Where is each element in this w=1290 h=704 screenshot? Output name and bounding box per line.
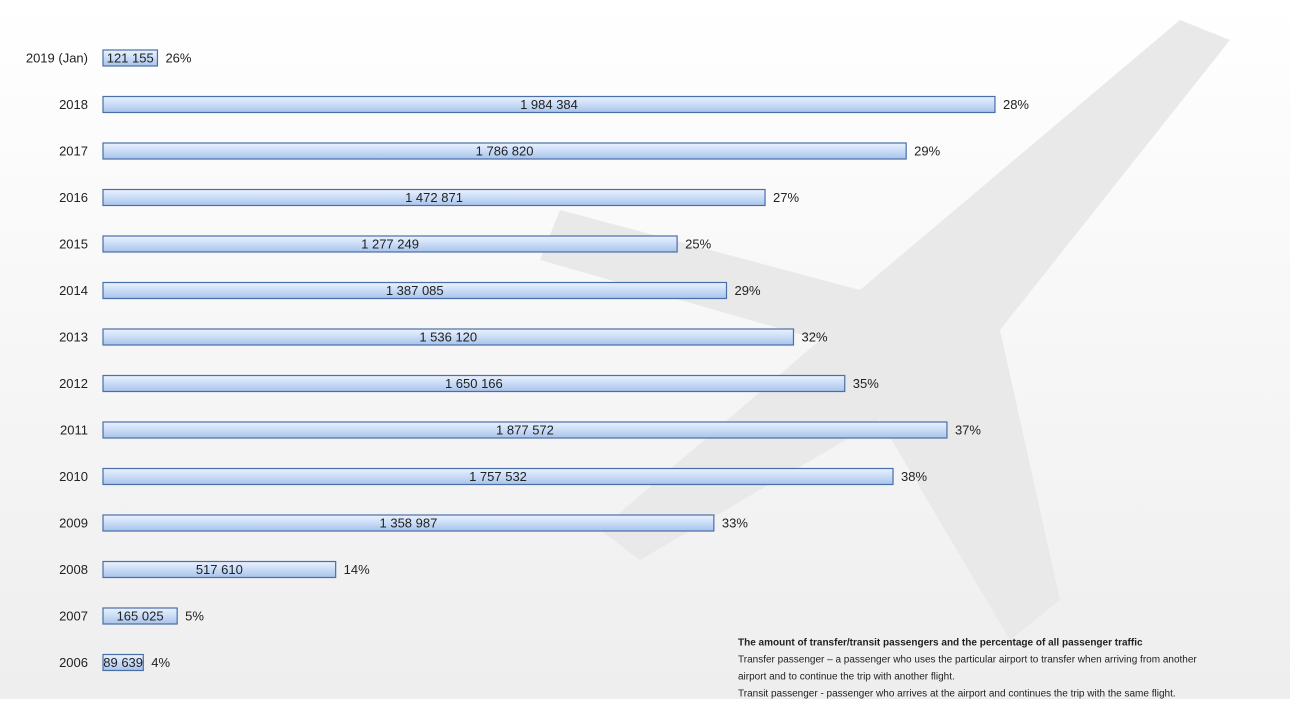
bar [102,235,678,253]
bar [102,467,894,486]
y-tick-label: 2013 [59,329,88,344]
share-label: 5% [185,608,204,623]
share-label: 38% [901,469,927,484]
bar [102,560,337,579]
y-tick-label: 2011 [60,422,88,437]
y-tick-label: 2016 [59,190,88,205]
bar [102,514,715,532]
share-label: 28% [1003,97,1029,112]
share-label: 4% [151,655,170,670]
note: Transfer passenger – a passenger who use… [738,655,1197,666]
value-label: 1 650 166 [445,376,503,391]
share-label: 32% [801,329,827,344]
y-tick-label: 2017 [59,143,88,158]
y-tick-label: 2015 [59,236,88,251]
y-tick-label: 2019 (Jan) [26,50,88,65]
share-label: 27% [773,190,799,205]
value-label: 1 277 249 [361,236,419,251]
y-tick-label: 2009 [59,515,88,530]
y-tick-label: 2006 [59,655,88,670]
value-label: 1 387 085 [386,283,444,298]
share-label: 33% [722,515,748,530]
share-label: 29% [914,143,940,158]
bar [102,49,159,67]
value-label: 1 358 987 [380,515,438,530]
share-label: 26% [165,50,191,65]
share-label: 29% [734,283,760,298]
bar [102,281,728,300]
value-label: 121 155 [107,50,154,65]
y-tick-label: 2018 [59,97,88,112]
note: The amount of transfer/transit passenger… [738,638,1143,649]
value-label: 1 757 532 [469,469,527,484]
value-label: 1 984 384 [520,97,578,112]
value-label: 1 786 820 [476,143,534,158]
share-label: 25% [685,236,711,251]
y-tick-label: 2008 [59,562,88,577]
share-label: 14% [344,562,370,577]
bar [102,653,144,672]
y-tick-label: 2007 [59,608,88,623]
value-label: 1 536 120 [419,329,477,344]
value-label: 1 472 871 [405,190,463,205]
value-label: 165 025 [117,608,164,623]
share-label: 35% [853,376,879,391]
note: Transit passenger - passenger who arrive… [738,689,1176,699]
y-tick-label: 2014 [59,283,88,298]
y-tick-label: 2012 [59,376,88,391]
bar [102,95,996,114]
bar [102,374,846,393]
bar [102,607,178,625]
note: airport and to continue the trip with an… [738,672,955,683]
share-label: 37% [955,422,981,437]
y-tick-label: 2010 [59,469,88,484]
bar [102,142,907,160]
bar [102,421,948,439]
bar [102,328,795,346]
value-label: 89 639 [103,655,143,670]
value-label: 517 610 [196,562,243,577]
value-label: 1 877 572 [496,422,554,437]
bar [102,188,766,207]
